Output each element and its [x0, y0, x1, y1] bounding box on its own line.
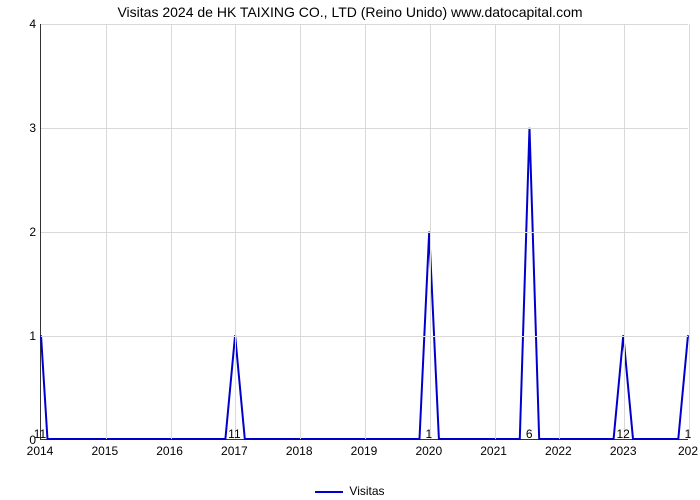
x-tick-label: 2019 [351, 444, 378, 458]
y-tick-label: 4 [16, 17, 36, 31]
x-tick-label: 202 [678, 444, 698, 458]
point-label: 1 [425, 427, 432, 441]
gridline-v [430, 24, 431, 439]
gridline-v [365, 24, 366, 439]
y-tick-label: 2 [16, 225, 36, 239]
point-label: 1 [685, 427, 692, 441]
y-tick-label: 3 [16, 121, 36, 135]
gridline-v [495, 24, 496, 439]
x-tick-label: 2018 [286, 444, 313, 458]
x-tick-label: 2021 [480, 444, 507, 458]
x-tick-label: 2016 [156, 444, 183, 458]
x-tick-label: 2014 [27, 444, 54, 458]
gridline-v [235, 24, 236, 439]
legend-label: Visitas [349, 484, 384, 498]
gridline-v [559, 24, 560, 439]
gridline-v [300, 24, 301, 439]
legend: Visitas [0, 484, 700, 498]
gridline-v [106, 24, 107, 439]
point-label: 6 [526, 427, 533, 441]
point-label: 11 [228, 427, 240, 441]
legend-swatch [315, 491, 343, 493]
point-label: 12 [617, 427, 630, 441]
gridline-v [624, 24, 625, 439]
x-tick-label: 2022 [545, 444, 572, 458]
x-tick-label: 2020 [415, 444, 442, 458]
x-tick-label: 2017 [221, 444, 248, 458]
x-tick-label: 2023 [610, 444, 637, 458]
plot-area [40, 24, 688, 440]
x-tick-label: 2015 [91, 444, 118, 458]
gridline-v [689, 24, 690, 439]
gridline-v [171, 24, 172, 439]
chart-title: Visitas 2024 de HK TAIXING CO., LTD (Rei… [0, 4, 700, 20]
y-tick-label: 1 [16, 329, 36, 343]
chart-container: Visitas 2024 de HK TAIXING CO., LTD (Rei… [0, 0, 700, 500]
point-label: 11 [34, 427, 46, 441]
